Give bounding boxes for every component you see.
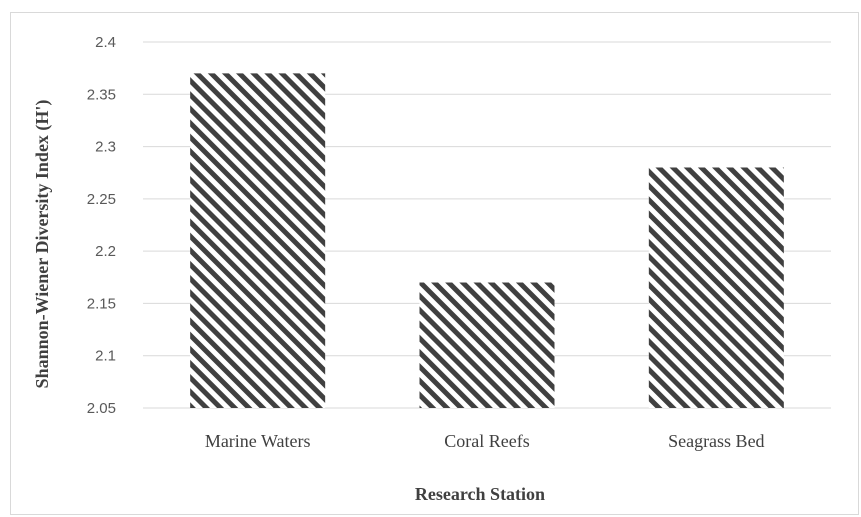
x-tick-label: Seagrass Bed [668,431,764,451]
y-tick-labels: 2.05 2.1 2.15 2.2 2.25 2.3 2.35 2.4 [87,34,116,417]
x-tick-label: Marine Waters [205,431,311,451]
y-tick-label: 2.35 [87,86,116,103]
bar-coral-reefs [419,282,555,408]
y-tick-label: 2.05 [87,400,116,417]
bar-marine-waters [190,73,326,408]
x-axis-title: Research Station [415,484,545,504]
y-tick-label: 2.3 [95,139,116,156]
x-tick-label: Coral Reefs [444,431,529,451]
y-tick-label: 2.2 [95,243,116,260]
y-tick-label: 2.15 [87,295,116,312]
y-tick-label: 2.1 [95,348,116,365]
bar-seagrass-bed [648,167,784,408]
x-tick-labels: Marine Waters Coral Reefs Seagrass Bed [205,431,765,451]
y-tick-label: 2.4 [95,34,116,51]
y-axis-title: Shannon-Wiener Diversity Index (H') [32,100,53,389]
bars [190,73,784,408]
y-tick-label: 2.25 [87,191,116,208]
